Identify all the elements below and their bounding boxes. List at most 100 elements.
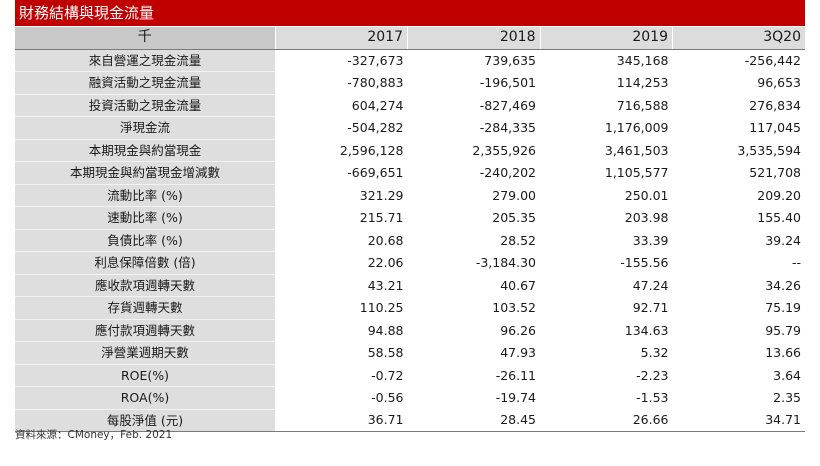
table-cell: 58.58 (367, 345, 404, 360)
table-cell: 3,461,503 (604, 142, 669, 158)
row-label: 每股淨值 (元) (15, 409, 275, 432)
table-row: 淨現金流 -504,282 -284,335 1,176,009 117,045 (15, 116, 805, 140)
table-cell: 3,535,594 (737, 142, 801, 158)
row-label: 速動比率 (%) (15, 206, 275, 230)
table-cell: 203.98 (624, 210, 669, 225)
table-cell: 155.40 (757, 210, 801, 225)
table-cell: 134.63 (624, 322, 669, 338)
table-row: 投資活動之現金流量 604,274 -827,469 716,588 276,834 (15, 94, 805, 117)
row-label: 存貨週轉天數 (15, 296, 275, 320)
table-cell: 739,635 (484, 52, 536, 68)
table-cell: 2.35 (773, 390, 801, 405)
table-cell: 33.39 (632, 232, 669, 248)
table-cell: -196,501 (479, 75, 536, 90)
table-cell: 75.19 (765, 300, 801, 315)
table-cell: 345,168 (616, 52, 669, 68)
row-label: ROE(%) (15, 364, 275, 387)
table-row: 存貨週轉天數 110.25 103.52 92.71 75.19 (15, 296, 805, 320)
table-cell: -1.53 (636, 390, 669, 405)
table-row: 本期現金與約當現金 2,596,128 2,355,926 3,461,503 3,53… (15, 139, 805, 162)
table-cell: 47.24 (632, 277, 669, 293)
row-label: 本期現金與約當現金增減數 (15, 161, 275, 185)
table-cell: -256,442 (744, 52, 801, 68)
table-cell: 28.52 (500, 232, 536, 248)
table-cell: -26.11 (495, 367, 536, 383)
table-cell: 28.45 (407, 409, 540, 432)
table-cell: -3,184.30 (475, 255, 536, 270)
row-label: 應收款項週轉天數 (15, 274, 275, 297)
table-title: 財務結構與現金流量 (15, 0, 805, 26)
table-row: 每股淨值 (元) 36.71 28.45 26.66 34.71 (15, 409, 805, 432)
table-cell: -327,673 (347, 52, 404, 68)
table-cell: 1,176,009 (604, 120, 669, 135)
period-header: 2019 (539, 27, 673, 50)
table-row: 流動比率 (%) 321.29 279.00 250.01 209.20 (15, 184, 805, 207)
table-cell: 26.66 (540, 409, 673, 432)
row-label: 本期現金與約當現金 (15, 139, 275, 162)
table-row: 融資活動之現金流量 -780,883 -196,501 114,253 96,653 (15, 71, 805, 95)
table-cell: 43.21 (367, 277, 404, 293)
table-cell: 3.64 (773, 367, 801, 383)
row-label: 來自營運之現金流量 (15, 49, 275, 72)
table-cell: -240,202 (479, 165, 536, 180)
financial-table: 千 2017 2018 2019 3Q20 來自營運之現金流量 -327,673 7… (15, 27, 805, 432)
table-cell: 2,355,926 (472, 142, 536, 158)
row-label: 負債比率 (%) (15, 229, 275, 252)
table-cell: -0.56 (371, 390, 404, 405)
table-cell: 209.20 (757, 187, 801, 203)
table-cell: -504,282 (347, 120, 404, 135)
table-cell: -284,335 (479, 120, 536, 135)
table-row: 淨營業週期天數 58.58 47.93 5.32 13.66 (15, 341, 805, 365)
table-cell: -827,469 (479, 97, 536, 113)
table-cell: 276,834 (749, 97, 801, 113)
table-cell: -155.56 (620, 255, 669, 270)
table-cell: 95.79 (765, 322, 801, 338)
table-row: 應付款項週轉天數 94.88 96.26 134.63 95.79 (15, 319, 805, 342)
period-header: 2017 (274, 27, 408, 50)
table-row: 速動比率 (%) 215.71 205.35 203.98 155.40 (15, 206, 805, 230)
table-cell: 103.52 (492, 300, 536, 315)
table-cell: 114,253 (616, 75, 669, 90)
table-row: 本期現金與約當現金增減數 -669,651 -240,202 1,105,577 521… (15, 161, 805, 185)
table-cell: 94.88 (367, 322, 404, 338)
row-label: 流動比率 (%) (15, 184, 275, 207)
period-header: 2018 (407, 27, 540, 50)
table-cell: 34.71 (672, 409, 805, 432)
table-cell: 250.01 (624, 187, 669, 203)
table-cell: 47.93 (500, 345, 536, 360)
row-label: ROA(%) (15, 386, 275, 410)
table-row: ROE(%) -0.72 -26.11 -2.23 3.64 (15, 364, 805, 387)
table-cell: 321.29 (359, 187, 404, 203)
row-label: 應付款項週轉天數 (15, 319, 275, 342)
table-row: 應收款項週轉天數 43.21 40.67 47.24 34.26 (15, 274, 805, 297)
table-cell: -2.23 (636, 367, 669, 383)
table-cell: 2,596,128 (339, 142, 404, 158)
row-label: 融資活動之現金流量 (15, 71, 275, 95)
row-label: 投資活動之現金流量 (15, 94, 275, 117)
table-cell: 92.71 (632, 300, 669, 315)
table-cell: -19.74 (495, 390, 536, 405)
table-cell: 716,588 (616, 97, 669, 113)
table-row: ROA(%) -0.56 -19.74 -1.53 2.35 (15, 386, 805, 410)
table-cell: 22.06 (367, 255, 404, 270)
table-cell: 279.00 (492, 187, 536, 203)
table-cell: 521,708 (749, 165, 801, 180)
table-cell: 604,274 (351, 97, 404, 113)
table-cell: 205.35 (492, 210, 536, 225)
table-cell: 215.71 (359, 210, 404, 225)
table-cell: 5.32 (640, 345, 669, 360)
table-cell: 36.71 (275, 409, 408, 432)
row-label: 利息保障倍數 (倍) (15, 251, 275, 275)
table-cell: 117,045 (749, 120, 801, 135)
table-cell: 96,653 (757, 75, 801, 90)
source-note: 資料來源：CMoney，Feb. 2021 (15, 429, 173, 441)
table-cell: -669,651 (347, 165, 404, 180)
table-cell: 20.68 (367, 232, 404, 248)
table-cell: 40.67 (500, 277, 536, 293)
unit-header: 千 (15, 27, 275, 50)
table-cell: 1,105,577 (604, 165, 669, 180)
period-header: 3Q20 (672, 27, 805, 50)
table-cell: 96.26 (500, 322, 536, 338)
table-cell: -- (791, 255, 801, 270)
row-label: 淨營業週期天數 (15, 341, 275, 365)
